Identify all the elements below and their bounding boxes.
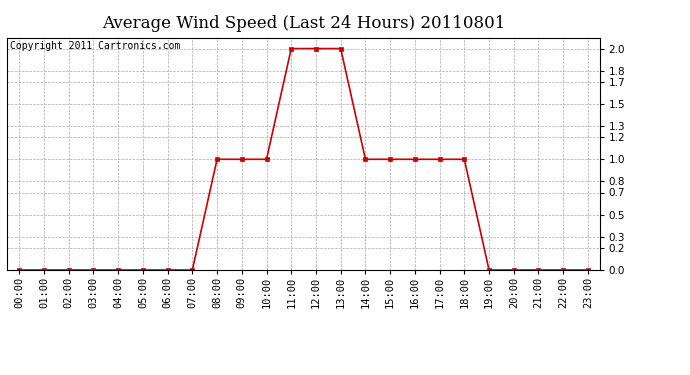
Text: Copyright 2011 Cartronics.com: Copyright 2011 Cartronics.com: [10, 41, 180, 51]
Text: Average Wind Speed (Last 24 Hours) 20110801: Average Wind Speed (Last 24 Hours) 20110…: [102, 15, 505, 32]
